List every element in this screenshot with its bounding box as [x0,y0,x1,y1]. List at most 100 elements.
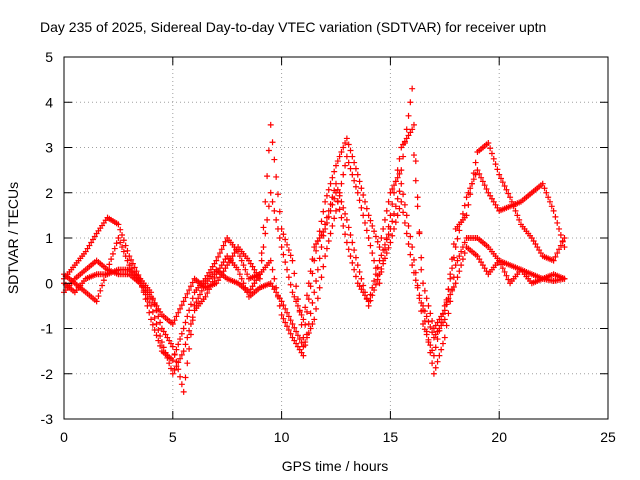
data-point [282,305,289,312]
data-point [289,334,296,341]
data-point [144,295,151,302]
data-point [550,207,557,214]
data-point [298,339,305,346]
data-point [300,352,307,359]
data-point [425,302,432,309]
data-point [358,185,365,192]
data-point [387,189,394,196]
data-point [187,331,194,338]
data-point [265,203,272,210]
data-point [305,296,312,303]
data-point [316,255,323,262]
data-point [363,295,370,302]
data-point [320,263,327,270]
data-point [333,180,339,187]
data-point [200,284,207,291]
data-point [336,206,343,213]
data-point [186,345,193,352]
data-point [554,219,561,226]
data-point [342,162,349,169]
data-point [349,171,356,178]
data-point [238,257,245,264]
data-point [245,257,252,264]
data-point [400,209,407,216]
data-point [465,201,472,208]
x-tick-label: 10 [274,429,290,445]
data-point [430,370,437,377]
data-point [410,152,417,159]
data-point [347,253,354,260]
data-point [414,282,421,289]
data-point [90,236,97,243]
data-point [429,329,436,336]
data-point [376,257,383,264]
data-point [271,286,278,293]
data-point [175,341,182,348]
data-point [113,240,120,247]
data-point [109,250,116,257]
data-point [351,266,358,273]
data-point [365,298,372,305]
data-point [280,315,287,322]
data-point [278,244,285,251]
data-point [554,250,561,257]
data-point [387,212,394,219]
data-point [438,346,445,353]
data-point [340,222,347,229]
data-point [255,274,262,281]
data-point [211,260,218,267]
data-point [347,231,354,238]
data-point [251,280,258,287]
data-point [365,212,372,219]
data-point [307,268,314,275]
data-point [153,307,160,314]
data-point [510,203,517,210]
data-point [449,287,456,294]
data-point [213,280,220,287]
data-point [456,253,463,260]
data-point [374,264,381,271]
data-point [173,358,180,365]
data-point [354,280,361,287]
data-point [173,346,180,353]
data-point [461,250,468,257]
data-point [269,198,276,205]
data-point [278,311,285,318]
data-point [236,271,243,278]
data-point [498,261,505,268]
data-point [398,144,405,151]
data-point [338,214,345,221]
data-point [403,135,410,142]
data-point [514,212,521,219]
data-point [276,302,283,309]
data-point [358,275,365,282]
data-point [158,325,165,332]
data-point [345,246,352,253]
data-point [427,323,434,330]
data-point [314,295,321,302]
data-point [169,320,176,327]
data-point [276,235,283,241]
data-point [267,189,274,196]
data-point [439,311,446,318]
data-point [186,307,193,314]
data-point [238,275,245,282]
data-point [494,204,501,211]
data-point [508,198,515,205]
data-point [410,256,417,263]
data-point [356,197,363,204]
data-point [340,144,347,151]
data-point [293,328,300,335]
data-point [416,295,423,302]
data-point [293,298,300,305]
data-point [501,182,508,189]
data-point [182,294,189,301]
data-point [436,352,443,359]
chart-title: Day 235 of 2025, Sidereal Day-to-day VTE… [40,19,546,35]
y-tick-label: -2 [41,366,54,382]
data-point [169,357,176,364]
data-point [226,259,233,266]
data-point [392,203,399,210]
data-point [334,198,341,205]
data-point [91,233,98,240]
